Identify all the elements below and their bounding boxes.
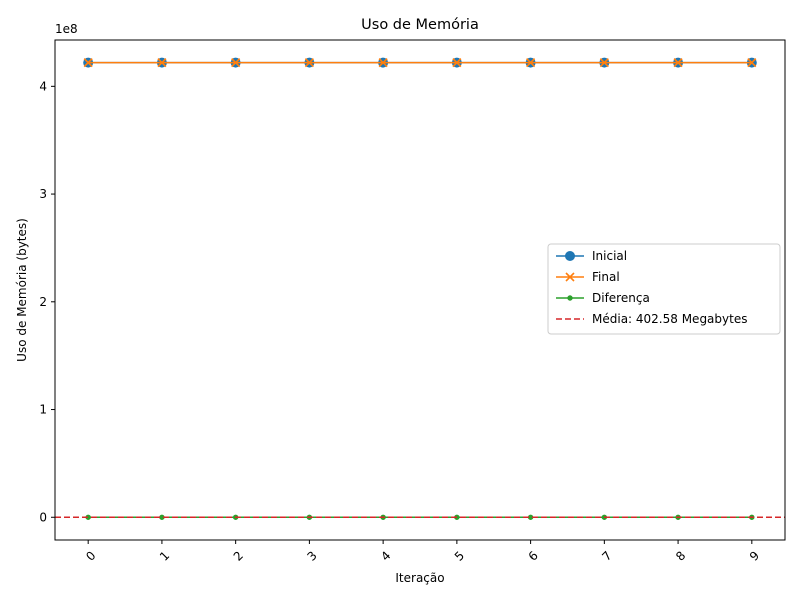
y-axis-ticks: 0 1 2 3 4 [39, 79, 55, 524]
series-1-point-7-stroke-b [599, 58, 609, 68]
plot-area [55, 57, 785, 520]
series-1-point-5 [452, 58, 462, 68]
series-1-point-5-stroke-b [452, 58, 462, 68]
series-1-point-2 [231, 58, 241, 68]
legend-box [547, 243, 781, 335]
series-1-point-2-stroke-b [231, 58, 241, 68]
series-1-point-7 [599, 58, 609, 68]
legend-marker-0 [565, 251, 575, 261]
series-1-point-8 [673, 58, 683, 68]
series-1-point-6 [526, 58, 536, 68]
y-axis-offset-label: 1e8 [55, 22, 78, 36]
y-tick-label-4: 4 [39, 79, 47, 93]
series-1-point-6-stroke-b [526, 58, 536, 68]
legend-label-3: Média: 402.58 Megabytes [592, 312, 747, 326]
y-tick-label-1: 1 [39, 403, 47, 417]
series-1-point-0-stroke-b [83, 58, 93, 68]
series-1-point-0 [83, 58, 93, 68]
series-1-point-9-stroke-b [747, 58, 757, 68]
series-1-point-8-stroke-b [673, 58, 683, 68]
axes-frame [54, 39, 786, 541]
legend-label-0: Inicial [592, 249, 627, 263]
y-tick-label-3: 3 [39, 187, 47, 201]
legend: Inicial Final Diferença Média: 402.58 Megab… [547, 243, 781, 335]
legend-label-2: Diferença [592, 291, 650, 305]
chart-title: Uso de Memória [361, 17, 479, 33]
y-axis-label: Uso de Memória (bytes) [15, 218, 29, 362]
series-1-point-1-stroke-b [157, 58, 167, 68]
legend-marker-1 [565, 272, 575, 282]
legend-marker-1-stroke-b [565, 272, 575, 282]
x-axis-label: Iteração [395, 571, 444, 585]
series-1-point-3 [304, 58, 314, 68]
series-1-point-1 [157, 58, 167, 68]
y-tick-label-0: 0 [39, 510, 47, 524]
series-1-point-3-stroke-b [304, 58, 314, 68]
legend-label-1: Final [592, 270, 620, 284]
legend-marker-2 [567, 295, 573, 301]
series-1-point-4-stroke-b [378, 58, 388, 68]
series-1-point-4 [378, 58, 388, 68]
series-1-point-9 [747, 58, 757, 68]
y-tick-label-2: 2 [39, 295, 47, 309]
